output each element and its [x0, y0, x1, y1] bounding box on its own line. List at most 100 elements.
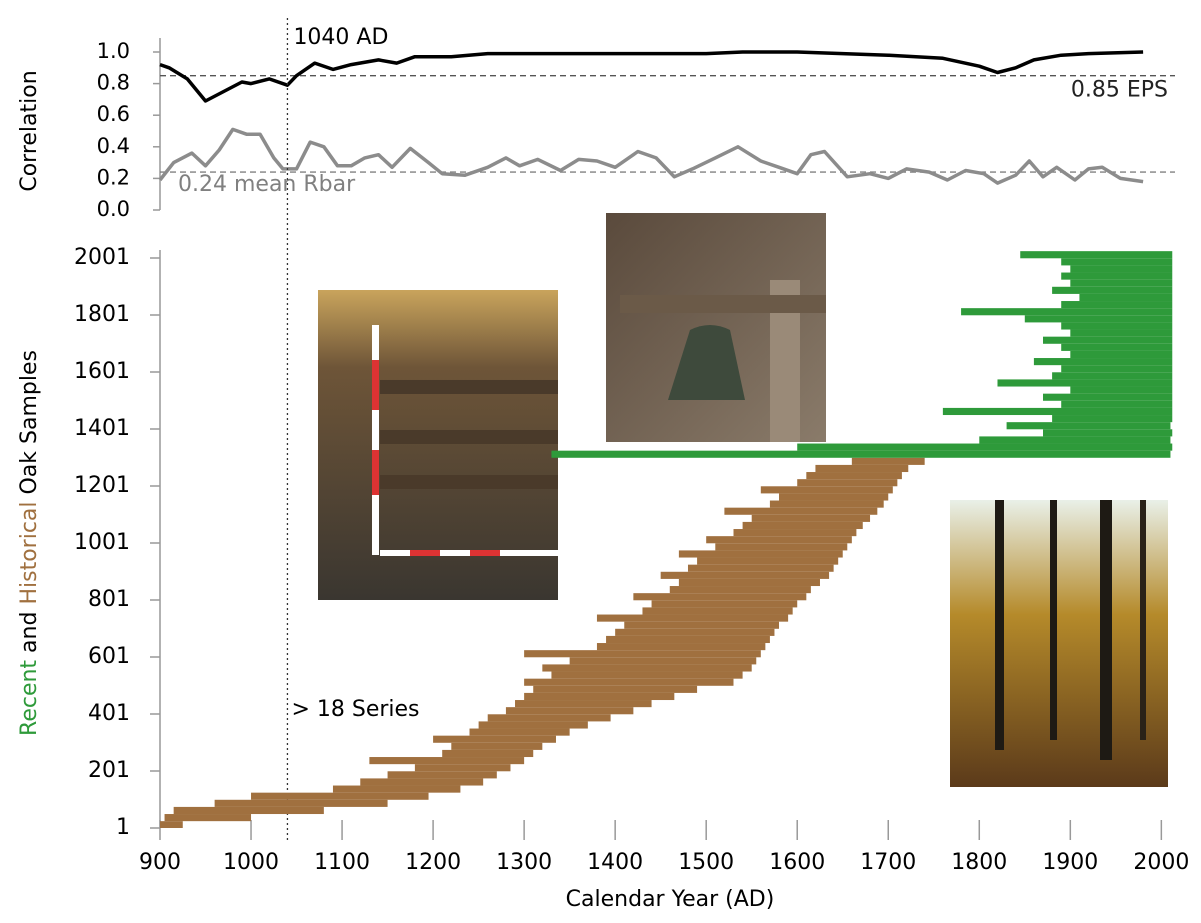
sample-span	[164, 814, 252, 822]
y-tick-label: 601	[88, 644, 130, 669]
sample-span	[542, 664, 752, 672]
sample-span	[851, 457, 925, 465]
x-tick-label: 1400	[587, 850, 643, 875]
y-tick-label: 1401	[74, 416, 130, 441]
sample-span	[596, 614, 789, 622]
y-tick-label: 1	[116, 815, 130, 840]
sample-span	[505, 707, 634, 715]
photo-bell	[606, 213, 826, 442]
sample-span	[524, 692, 675, 701]
sample-span	[979, 436, 1171, 444]
sample-span	[451, 742, 543, 750]
sample-span	[533, 685, 698, 693]
sample-span	[1070, 265, 1173, 273]
reference-label: 0.24 mean Rbar	[178, 172, 356, 197]
sample-span	[524, 678, 734, 686]
sample-span	[642, 607, 793, 615]
x-axis-title: Calendar Year (AD)	[566, 887, 775, 912]
photo-excavation	[318, 290, 558, 600]
y-axis-title-part: Historical	[17, 501, 42, 604]
y-tick-label: 0.0	[97, 197, 130, 221]
sample-span	[724, 507, 878, 515]
x-tick-label: 1000	[223, 850, 279, 875]
sample-span	[624, 621, 780, 629]
sample-span	[1052, 415, 1173, 423]
sample-span	[387, 771, 497, 779]
photo-forest	[950, 500, 1168, 787]
sample-span	[651, 600, 798, 608]
sample-span	[173, 806, 324, 815]
sample-span	[1070, 350, 1173, 359]
y-tick-label: 801	[88, 587, 130, 612]
x-tick-label: 1100	[314, 850, 370, 875]
x-tick-label: 1200	[405, 850, 461, 875]
sample-span	[1043, 336, 1173, 344]
sample-span	[806, 472, 902, 480]
y-tick-label: 1801	[74, 302, 130, 327]
sample-span	[1020, 251, 1173, 259]
x-tick-label: 900	[139, 850, 181, 875]
sample-span	[678, 578, 820, 587]
x-tick-label: 1600	[769, 850, 825, 875]
sample-span	[369, 757, 525, 765]
sample-span	[1070, 279, 1173, 287]
sample-span	[1043, 393, 1173, 401]
y-tick-label: 0.8	[97, 71, 130, 95]
sample-span	[1061, 301, 1173, 309]
x-tick-label: 1500	[678, 850, 734, 875]
sample-span	[569, 657, 757, 665]
sample-span	[779, 493, 889, 501]
sample-span	[1061, 365, 1173, 373]
sample-span	[596, 643, 766, 651]
sample-span	[669, 586, 811, 594]
sample-span	[251, 792, 429, 800]
sample-span	[469, 728, 570, 736]
annotation: > 18 Series	[291, 697, 419, 722]
sample-span	[551, 671, 743, 679]
sample-span	[487, 714, 611, 722]
sample-span	[551, 450, 1171, 458]
sample-span	[214, 799, 388, 807]
sample-span	[760, 486, 893, 494]
sample-span	[1070, 329, 1173, 337]
sample-span	[751, 514, 871, 522]
reference-label: 0.85 EPS	[1071, 78, 1168, 103]
line-series	[158, 127, 1144, 185]
y-tick-label: 1601	[74, 359, 130, 384]
sample-span	[697, 557, 839, 565]
sample-span	[797, 479, 898, 487]
sample-span	[1061, 272, 1173, 280]
sample-span	[414, 764, 511, 772]
x-tick-label: 1300	[496, 850, 552, 875]
sample-span	[1052, 286, 1173, 294]
sample-span	[678, 550, 843, 558]
x-tick-label: 1700	[860, 850, 916, 875]
sample-span	[942, 407, 1173, 416]
sample-span	[797, 443, 1173, 451]
sample-span	[660, 571, 830, 579]
x-tick-label: 1900	[1042, 850, 1098, 875]
y-axis-title-part: and	[17, 605, 42, 660]
sample-span	[1061, 343, 1173, 351]
sample-span	[1006, 422, 1171, 430]
sample-span	[715, 543, 848, 551]
y-tick-label: 1001	[74, 530, 130, 555]
sample-span	[1070, 386, 1173, 394]
sample-span	[1052, 372, 1173, 380]
sample-span	[961, 308, 1173, 316]
y-tick-label: 401	[88, 701, 130, 726]
sample-span	[733, 529, 857, 537]
sample-span	[515, 700, 652, 708]
marker-label: 1040 AD	[293, 25, 388, 50]
sample-span	[442, 749, 534, 758]
sample-span	[706, 536, 852, 544]
sample-span	[1043, 429, 1173, 437]
sample-span	[360, 778, 484, 786]
sample-span	[1024, 315, 1173, 323]
x-tick-label: 2000	[1133, 850, 1189, 875]
y-axis-title: Correlation	[17, 70, 42, 191]
sample-span	[997, 379, 1173, 387]
y-tick-label: 1201	[74, 473, 130, 498]
